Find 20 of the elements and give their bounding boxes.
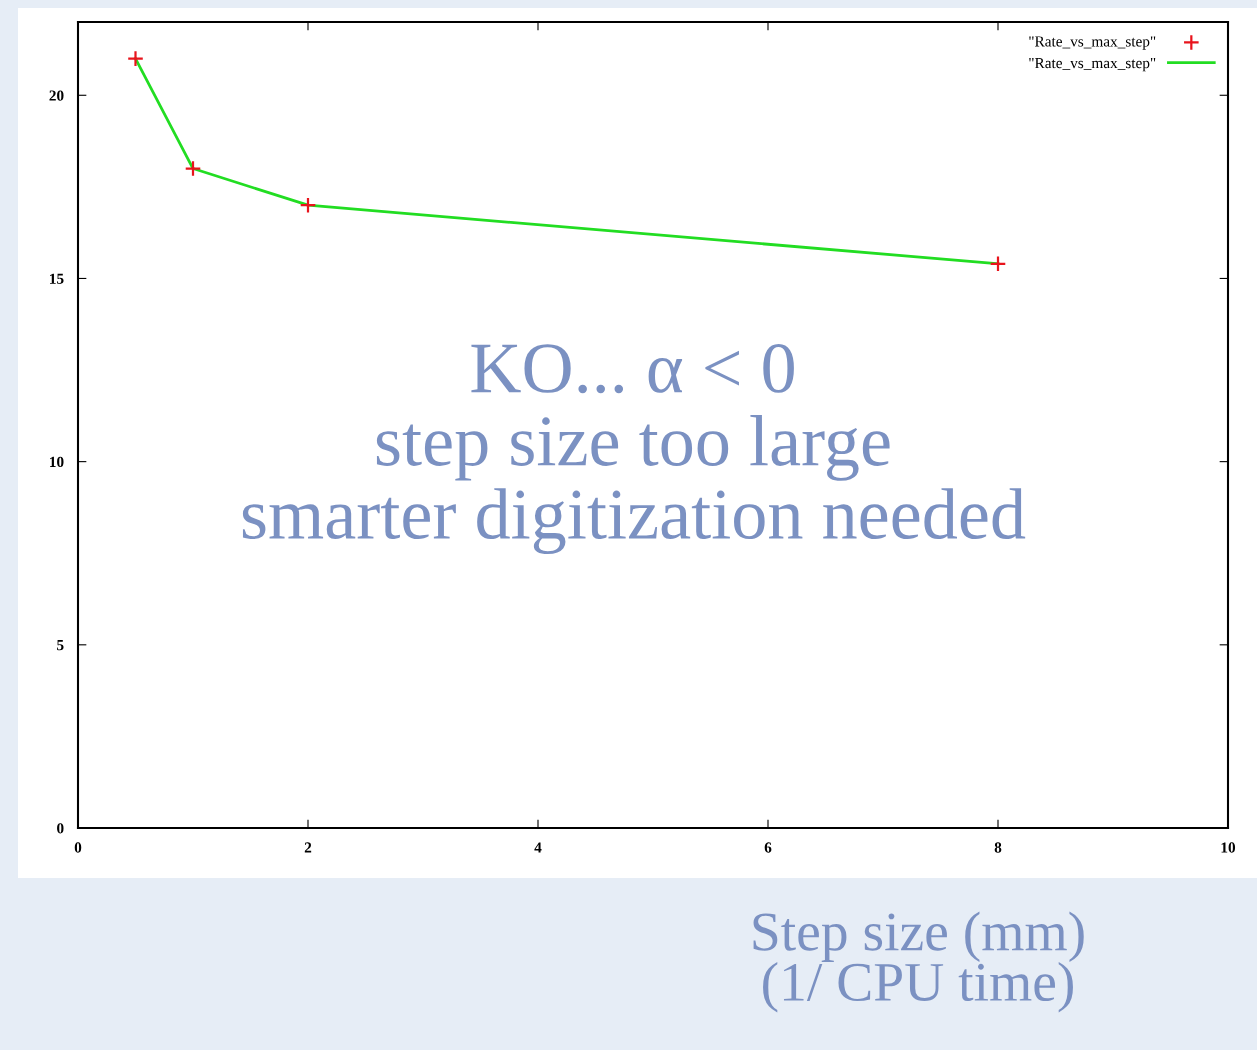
- annotation: KO... α < 0 step size too large smarter digitization needed: [242, 344, 1026, 554]
- x-tick-label: 10: [1221, 842, 1236, 853]
- line-series: [134, 57, 1000, 266]
- x-tick-label: 0: [74, 842, 82, 853]
- y-tick-label: 10: [50, 456, 64, 468]
- point: [127, 50, 144, 68]
- x-tick-label: 4: [534, 842, 542, 853]
- y-tick-label: 5: [57, 640, 64, 651]
- y-tick-label: 15: [50, 273, 64, 284]
- x-tick-label: 2: [304, 842, 312, 853]
- y-tick-label: 20: [49, 90, 64, 101]
- y-tick-label: 0: [57, 823, 64, 834]
- point: [299, 196, 317, 214]
- legend-label: "Rate_vs_max_step": [1029, 58, 1156, 72]
- legend-label: "Rate_vs_max_step": [1029, 36, 1156, 50]
- point: [184, 160, 202, 177]
- x-tick-label: 8: [994, 842, 1002, 853]
- x-axis-title: Step size (mm) (1/ CPU time): [753, 911, 1084, 1013]
- x-tick-label: 6: [764, 842, 772, 853]
- point: [989, 255, 1007, 273]
